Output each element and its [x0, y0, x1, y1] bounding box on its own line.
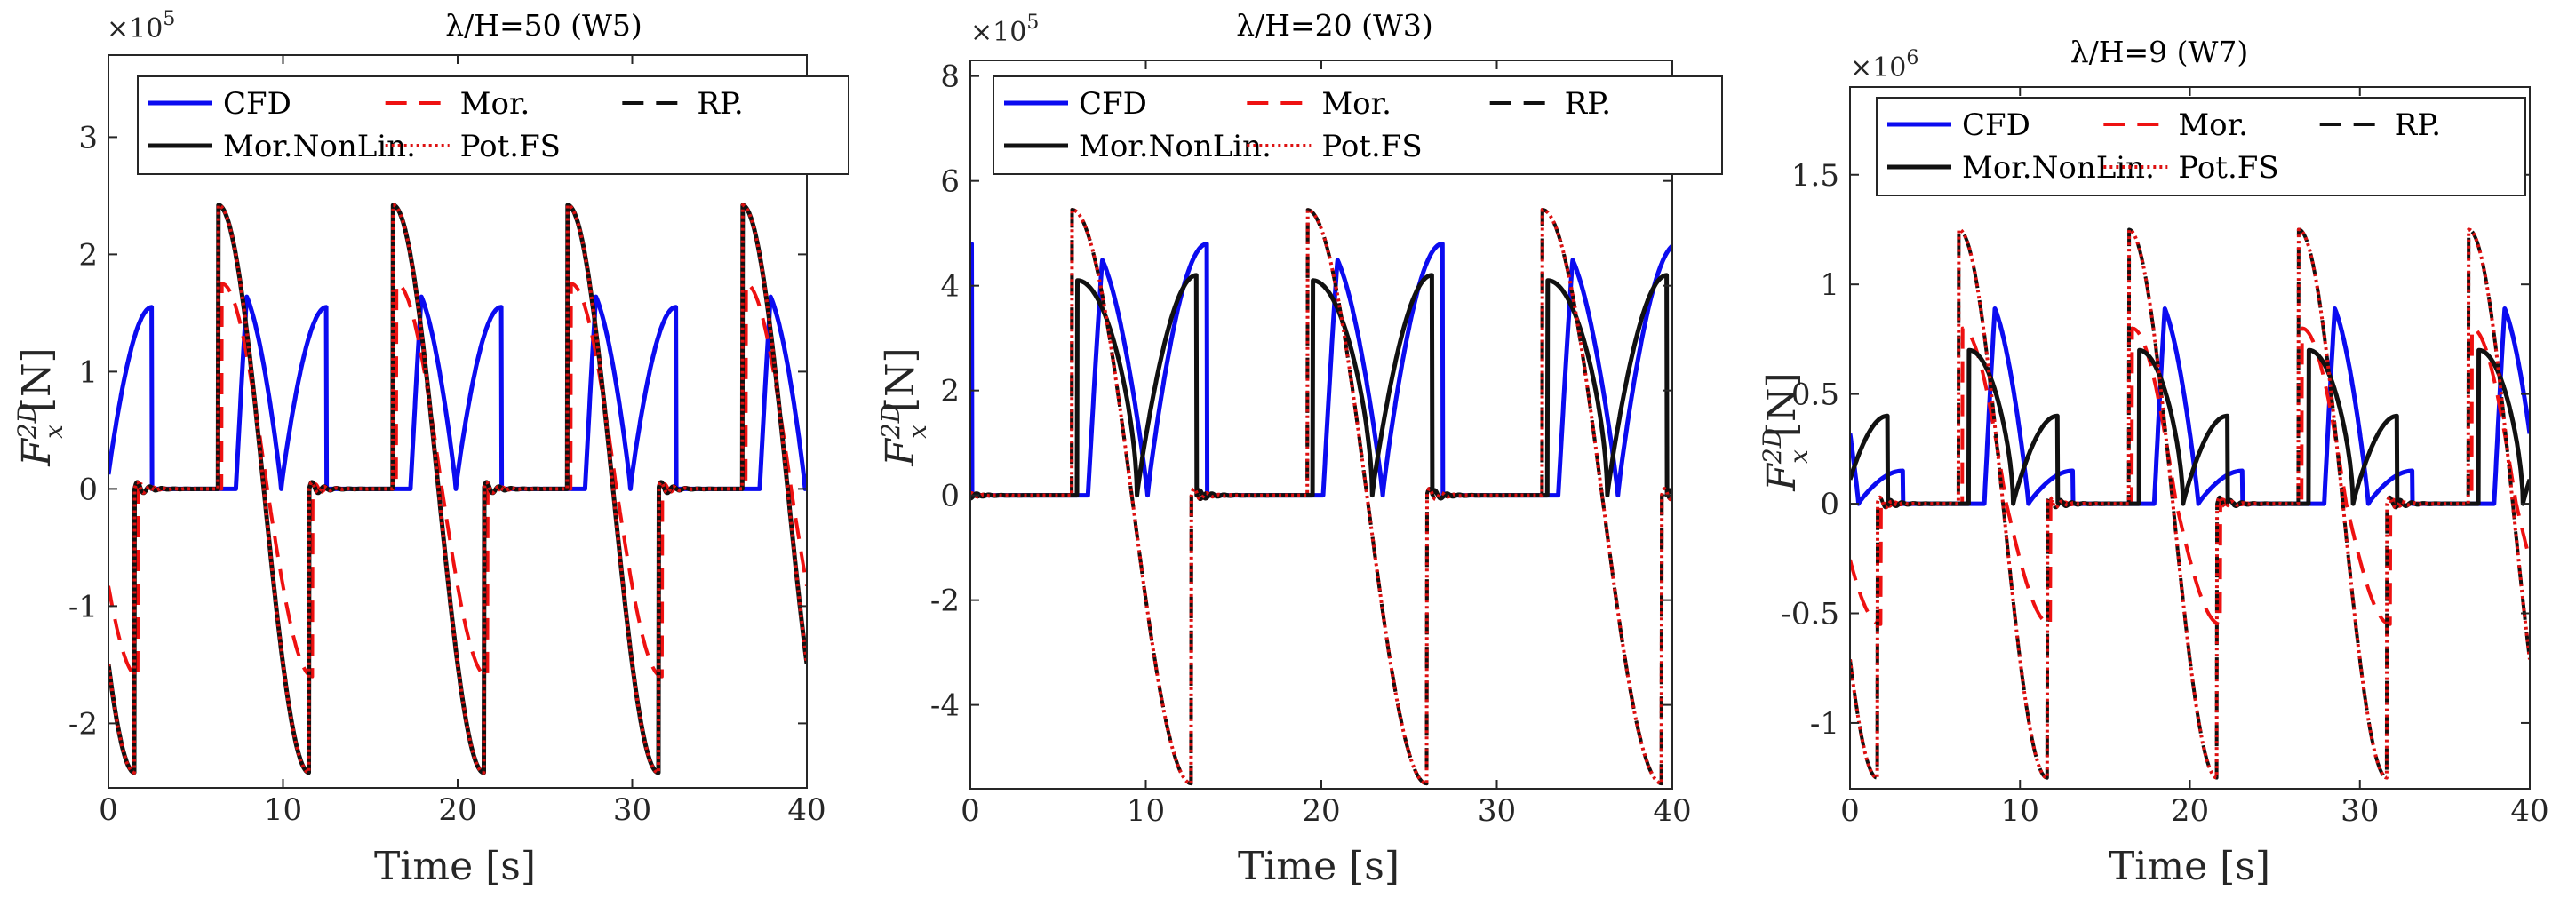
panel-2-series — [970, 208, 1672, 786]
panel-3-ylabel: F2Dx [N] — [1758, 372, 1814, 491]
panel-2-ylabel: F2Dx [N] — [876, 347, 932, 466]
x-tick-label: 0 — [1840, 793, 1860, 829]
x-tick-label: 10 — [1127, 793, 1165, 829]
legend: CFD Mor. RP. Mor.NonLin. Pot.FS — [993, 75, 1723, 175]
x-tick-label: 30 — [1478, 793, 1516, 829]
y-tick-label: 2 — [940, 374, 960, 409]
panel-1-series — [108, 203, 807, 775]
panel-1-ylabel: F2Dx [N] — [12, 347, 68, 466]
panel-1-title: λ/H=50 (W5) — [445, 8, 642, 43]
legend-label: Mor. — [2178, 107, 2248, 143]
panel-3-series — [1850, 227, 2530, 780]
y-tick-label: 0.5 — [1791, 377, 1839, 413]
panel-3-xlabel: Time [s] — [2109, 844, 2270, 889]
legend-box — [993, 75, 1723, 175]
legend-label: RP. — [2395, 107, 2441, 143]
legend-label: Mor.NonLin. — [1962, 150, 2155, 186]
x-tick-label: 40 — [787, 792, 825, 828]
panel-3-title: λ/H=9 (W7) — [2070, 35, 2249, 69]
legend-label: Mor.NonLin. — [1079, 129, 1272, 164]
panel-3-exponent: ×106 — [1850, 47, 1918, 83]
panel-1-xlabel: Time [s] — [374, 844, 536, 889]
legend-label: Pot.FS — [460, 129, 561, 164]
legend-label: Pot.FS — [1321, 129, 1422, 164]
panel-2-plot: 0 10 20 30 40 -4 -2 0 2 4 6 8 CFD Mor. RP. Mor.NonLin. P… — [930, 60, 1723, 829]
series-line-mor-nonlin — [970, 273, 1672, 501]
panel-2-exponent: ×105 — [970, 12, 1039, 48]
legend-label: Mor. — [1321, 86, 1392, 122]
x-tick-label: 20 — [2171, 793, 2209, 829]
panel-1: λ/H=50 (W5) ×105 0 10 20 30 40 -2 -1 0 1 2 3 CFD Mor… — [12, 8, 849, 889]
panel-1-exponent: ×105 — [107, 8, 175, 44]
panel-3-plot: 0 10 20 30 40 -1 -0.5 0 0.5 1 1.5 CFD Mor. RP. Mor.Non… — [1781, 86, 2549, 829]
y-tick-label: 4 — [940, 269, 960, 305]
x-tick-label: 40 — [1653, 793, 1691, 829]
series-line-pot-fs — [108, 203, 807, 775]
series-line-pot-fs — [970, 208, 1672, 786]
panel-1-plot: 0 10 20 30 40 -2 -1 0 1 2 3 CFD Mor. RP. Mor.NonLin. Po… — [68, 54, 849, 828]
legend-box — [1876, 97, 2526, 196]
series-line-cfd — [108, 294, 807, 491]
y-tick-label: 1 — [78, 354, 98, 390]
y-tick-label: 0 — [940, 479, 960, 514]
y-tick-label: -0.5 — [1781, 597, 1839, 632]
y-tick-label: -1 — [68, 589, 98, 624]
y-tick-label: 0 — [1820, 487, 1839, 522]
y-tick-label: 1.5 — [1791, 158, 1839, 194]
legend-label: RP. — [1565, 86, 1611, 122]
panel-2-xlabel: Time [s] — [1238, 844, 1400, 889]
series-line-mor — [1850, 326, 2530, 626]
legend: CFD Mor. RP. Mor.NonLin. Pot.FS — [1876, 97, 2526, 196]
x-tick-label: 40 — [2510, 793, 2548, 829]
x-tick-label: 10 — [264, 792, 302, 828]
x-tick-label: 20 — [1302, 793, 1340, 829]
legend: CFD Mor. RP. Mor.NonLin. Pot.FS — [137, 75, 849, 175]
legend-label: Mor. — [460, 86, 530, 122]
y-tick-label: 3 — [78, 120, 98, 155]
y-tick-label: -2 — [68, 706, 98, 742]
x-tick-label: 30 — [613, 792, 651, 828]
x-tick-label: 0 — [99, 792, 118, 828]
legend-label: RP. — [697, 86, 743, 122]
panel-2-title: λ/H=20 (W3) — [1236, 8, 1433, 43]
panel-3: λ/H=9 (W7) ×106 0 10 20 30 40 -1 -0.5 0 0.5 1 1.5 C… — [1758, 35, 2549, 889]
y-tick-label: 6 — [940, 164, 960, 200]
legend-label: CFD — [223, 86, 291, 122]
legend-label: CFD — [1962, 107, 2030, 143]
y-tick-label: -1 — [1810, 706, 1839, 742]
y-tick-label: 0 — [78, 472, 98, 507]
x-tick-label: 30 — [2341, 793, 2379, 829]
legend-label: CFD — [1079, 86, 1147, 122]
y-tick-label: -2 — [930, 584, 960, 619]
x-tick-label: 20 — [438, 792, 476, 828]
x-tick-label: 0 — [961, 793, 980, 829]
x-tick-label: 10 — [2001, 793, 2039, 829]
y-tick-label: 2 — [78, 237, 98, 273]
legend-label: Mor.NonLin. — [223, 129, 416, 164]
series-line-cfd — [970, 242, 1672, 498]
series-line-mor-nonlin — [1850, 347, 2530, 508]
legend-label: Pot.FS — [2178, 150, 2278, 186]
panel-2: λ/H=20 (W3) ×105 0 10 20 30 40 -4 -2 0 2 4 6 8 CFD Mo… — [876, 8, 1723, 889]
y-tick-label: 8 — [940, 60, 960, 95]
legend-box — [137, 75, 849, 175]
y-tick-label: 1 — [1820, 267, 1839, 303]
y-tick-label: -4 — [930, 688, 960, 724]
